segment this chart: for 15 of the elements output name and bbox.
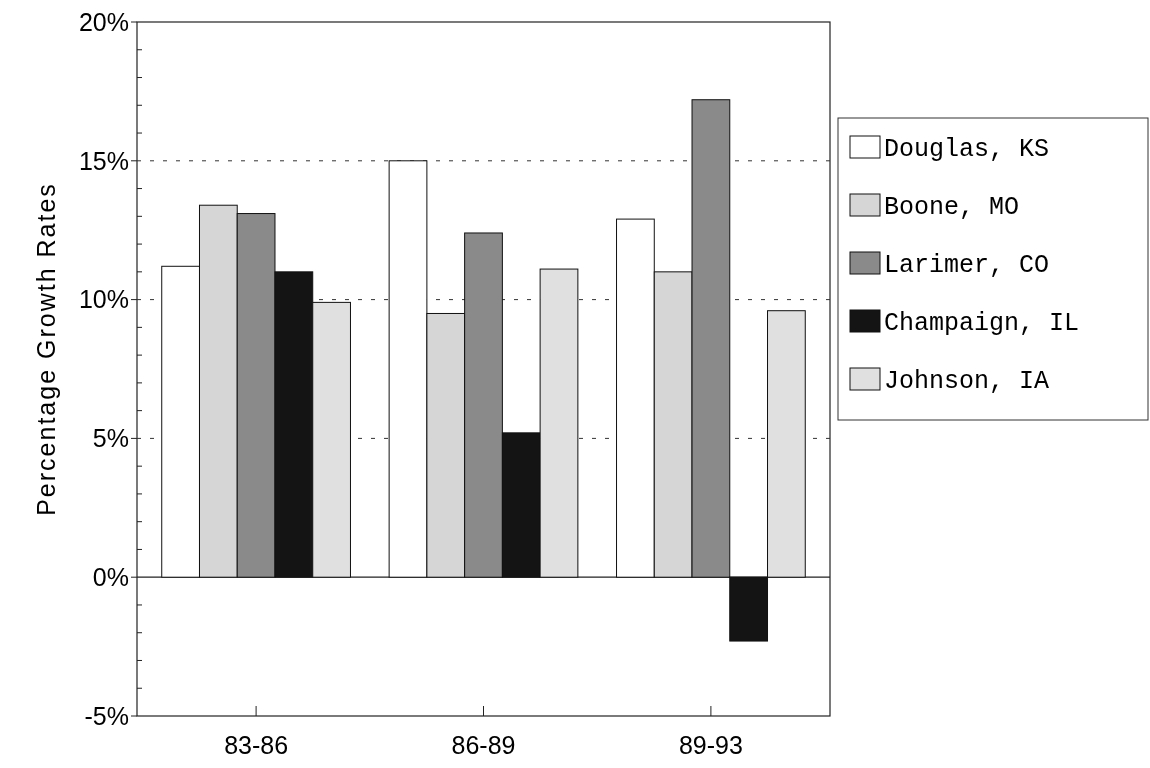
legend-label: Douglas, KS (884, 134, 1050, 164)
legend-label: Larimer, CO (884, 250, 1050, 280)
x-tick-label: 83-86 (224, 731, 289, 759)
x-tick-label: 86-89 (451, 731, 516, 759)
y-tick-label: 0% (92, 562, 129, 591)
y-tick-label: 15% (78, 146, 129, 175)
legend-label: Boone, MO (884, 192, 1020, 222)
y-tick-label: 5% (92, 424, 129, 453)
legend-label: Champaign, IL (884, 308, 1080, 338)
y-tick-label: -5% (84, 701, 129, 730)
x-tick-label: 89-93 (678, 731, 743, 759)
y-axis-title: Percentage Growth Rates (32, 182, 60, 516)
legend-label: Johnson, IA (884, 366, 1050, 396)
y-tick-label: 10% (78, 285, 129, 314)
y-tick-label: 20% (78, 7, 129, 36)
